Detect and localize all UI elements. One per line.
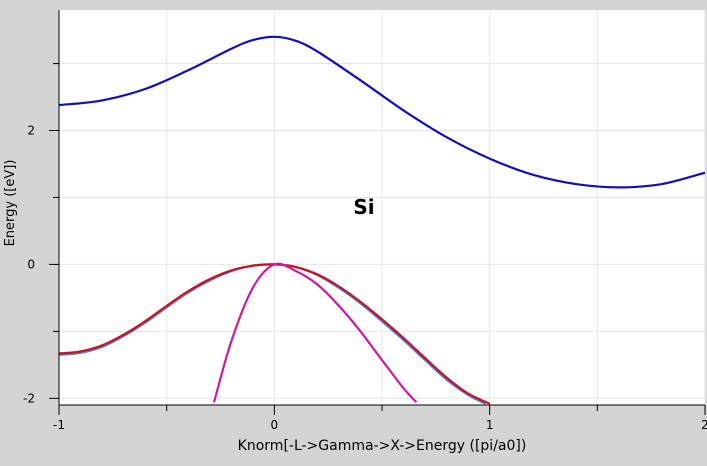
x-tick-label: -1 <box>53 418 65 432</box>
y-tick-label: -2 <box>23 391 35 405</box>
series-group <box>59 35 705 405</box>
y-axis-label: Energy ([eV]) <box>3 160 18 247</box>
band-line-4 <box>212 262 418 404</box>
y-tick-label: 0 <box>27 257 35 271</box>
x-axis-label: Knorm[-L->Gamma->X->Energy ([pi/a0]) <box>238 438 527 454</box>
x-tick-label: 1 <box>486 418 494 432</box>
chart-annotation: Si <box>353 195 374 219</box>
tick-labels: -1 0 1 2 -2 0 2 <box>23 63 707 432</box>
x-tick-label: 2 <box>701 418 707 432</box>
x-tick-label: 0 <box>271 418 279 432</box>
y-tick-label: 2 <box>27 124 35 138</box>
gridlines <box>59 10 706 405</box>
band-line-1 <box>59 35 705 189</box>
